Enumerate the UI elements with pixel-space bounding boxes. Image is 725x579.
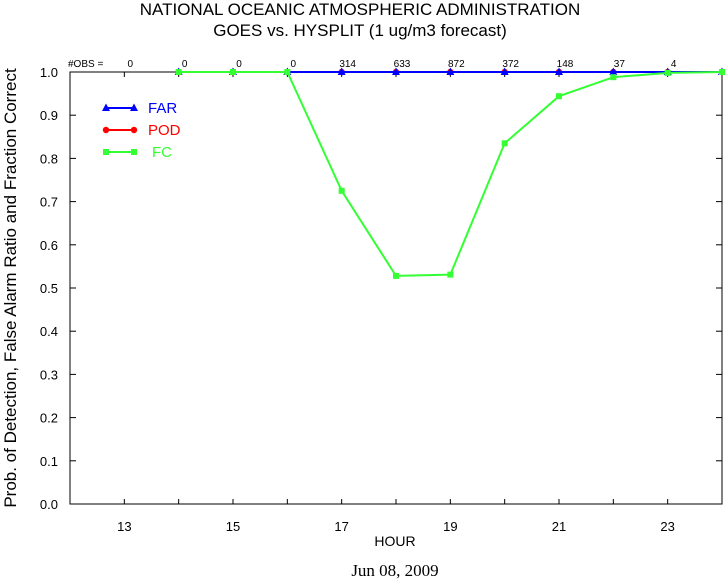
x-tick-label: 21 bbox=[552, 519, 566, 534]
obs-count: 0 bbox=[128, 59, 134, 70]
legend-marker-far bbox=[130, 103, 138, 111]
obs-count: 0 bbox=[182, 59, 188, 70]
legend-marker-pod bbox=[130, 126, 138, 134]
data-point-fc bbox=[230, 69, 236, 75]
data-point-fc bbox=[719, 69, 725, 75]
y-tick-label: 0.9 bbox=[40, 108, 58, 123]
x-tick-label: 15 bbox=[226, 519, 240, 534]
y-tick-label: 0.7 bbox=[40, 195, 58, 210]
legend-label-far: FAR bbox=[148, 100, 177, 117]
y-tick-label: 0.2 bbox=[40, 411, 58, 426]
x-tick-label: 17 bbox=[334, 519, 348, 534]
obs-label: #OBS = bbox=[68, 59, 103, 70]
data-point-fc bbox=[610, 74, 617, 81]
y-tick-label: 1.0 bbox=[40, 65, 58, 80]
data-point-fc bbox=[447, 271, 454, 278]
legend-marker-fc bbox=[103, 149, 109, 155]
legend-marker-pod bbox=[102, 126, 110, 134]
y-axis: 0.0 0.1 0.2 0.3 0.4 0.5 0.6 0.7 0.8 0.9 1.0 bbox=[40, 65, 722, 512]
series-line-fc bbox=[178, 71, 723, 277]
x-axis-label: HOUR bbox=[374, 533, 415, 549]
obs-count: 37 bbox=[614, 59, 626, 70]
obs-count: 4 bbox=[671, 59, 677, 70]
obs-count: 633 bbox=[394, 59, 411, 70]
data-point-far bbox=[555, 67, 563, 75]
data-point-far bbox=[609, 67, 618, 75]
obs-counts: #OBS = 0 0 0 0 314 633 872 372 148 37 4 bbox=[68, 59, 677, 70]
y-axis-label: Prob. of Detection, False Alarm Ratio an… bbox=[1, 68, 20, 508]
legend: FAR POD FC bbox=[102, 100, 181, 161]
data-point-far bbox=[446, 67, 455, 75]
legend-label-pod: POD bbox=[148, 122, 181, 139]
x-tick-label: 23 bbox=[660, 519, 674, 534]
obs-count: 872 bbox=[448, 59, 465, 70]
y-tick-label: 0.3 bbox=[40, 367, 58, 382]
y-tick-label: 0.1 bbox=[40, 454, 58, 469]
obs-count: 0 bbox=[291, 59, 297, 70]
series-layer bbox=[174, 67, 725, 279]
data-point-far bbox=[392, 67, 400, 75]
x-tick-label: 13 bbox=[117, 519, 131, 534]
x-axis: 13 15 17 19 21 23 bbox=[117, 72, 675, 534]
chart-subtitle: GOES vs. HYSPLIT (1 ug/m3 forecast) bbox=[213, 21, 507, 40]
data-point-fc bbox=[501, 140, 508, 147]
legend-marker-far bbox=[102, 103, 110, 111]
date-label: Jun 08, 2009 bbox=[351, 561, 438, 579]
y-tick-label: 0.8 bbox=[40, 151, 58, 166]
data-point-fc bbox=[664, 69, 671, 76]
data-point-fc bbox=[284, 69, 291, 75]
series-fc bbox=[175, 69, 725, 279]
y-tick-label: 0.5 bbox=[40, 281, 58, 296]
data-point-fc bbox=[175, 69, 182, 75]
chart-title: NATIONAL OCEANIC ATMOSPHERIC ADMINISTRAT… bbox=[140, 0, 580, 19]
obs-count: 0 bbox=[236, 59, 242, 70]
data-point-fc bbox=[393, 272, 399, 279]
obs-count: 314 bbox=[339, 59, 356, 70]
data-point-fc bbox=[338, 187, 345, 194]
y-tick-label: 0.6 bbox=[40, 238, 58, 253]
y-tick-label: 0.4 bbox=[40, 324, 58, 339]
obs-count: 148 bbox=[557, 59, 574, 70]
legend-label-fc: FC bbox=[152, 144, 172, 161]
data-point-fc bbox=[556, 93, 562, 100]
data-point-far bbox=[500, 67, 509, 75]
data-point-far bbox=[337, 67, 346, 75]
y-tick-label: 0.0 bbox=[40, 497, 58, 512]
legend-marker-fc bbox=[131, 149, 137, 155]
x-tick-label: 19 bbox=[443, 519, 457, 534]
obs-count: 372 bbox=[502, 59, 519, 70]
